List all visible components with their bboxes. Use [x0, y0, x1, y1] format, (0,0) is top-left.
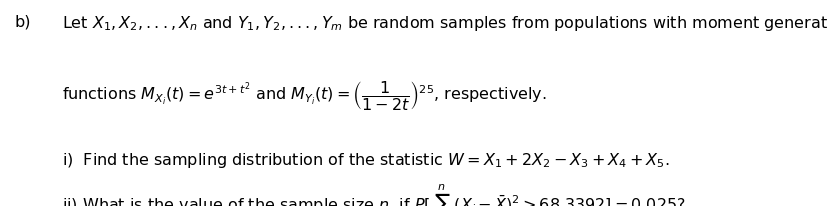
- Text: Let $X_1, X_2, ..., X_n$ and $Y_1, Y_2, ..., Y_m$ be random samples from populat: Let $X_1, X_2, ..., X_n$ and $Y_1, Y_2, …: [62, 14, 827, 33]
- Text: i)  Find the sampling distribution of the statistic $W = X_1 + 2X_2 - X_3 + X_4 : i) Find the sampling distribution of the…: [62, 150, 670, 169]
- Text: ii) What is the value of the sample size $n$, if $P[\sum_{i=1}^{n}(X_i - \bar{X}: ii) What is the value of the sample size…: [62, 181, 686, 206]
- Text: b): b): [15, 14, 31, 29]
- Text: functions $M_{X_i}(t) = e^{3t+t^2}$ and $M_{Y_i}(t) = \left(\dfrac{1}{1-2t}\righ: functions $M_{X_i}(t) = e^{3t+t^2}$ and …: [62, 78, 547, 111]
